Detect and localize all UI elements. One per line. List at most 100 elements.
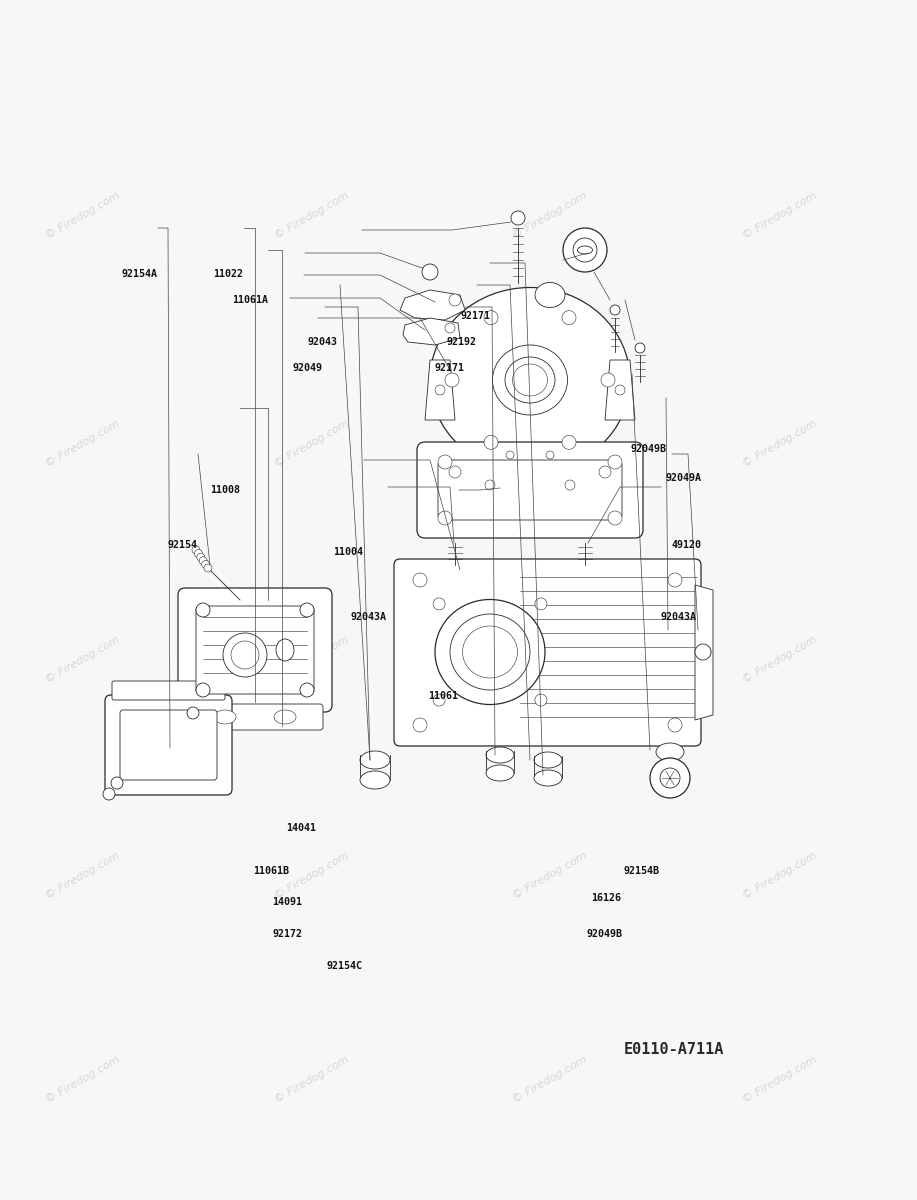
Text: © Firedog.com: © Firedog.com: [512, 1055, 589, 1105]
Text: E0110-A711A: E0110-A711A: [624, 1043, 724, 1057]
Polygon shape: [425, 360, 455, 420]
Circle shape: [192, 546, 200, 554]
Text: 14041: 14041: [286, 823, 316, 833]
Text: 92049B: 92049B: [587, 929, 623, 938]
Circle shape: [599, 466, 611, 478]
FancyBboxPatch shape: [178, 588, 332, 712]
Text: © Firedog.com: © Firedog.com: [741, 851, 818, 901]
Text: © Firedog.com: © Firedog.com: [741, 1055, 818, 1105]
Circle shape: [695, 644, 711, 660]
Ellipse shape: [435, 600, 545, 704]
Circle shape: [413, 572, 427, 587]
Circle shape: [449, 466, 461, 478]
Ellipse shape: [276, 638, 294, 661]
Circle shape: [535, 694, 547, 706]
Ellipse shape: [513, 364, 547, 396]
Text: 92171: 92171: [434, 364, 464, 373]
Ellipse shape: [486, 746, 514, 763]
Circle shape: [484, 311, 498, 325]
Text: 92154A: 92154A: [122, 269, 158, 278]
Text: © Firedog.com: © Firedog.com: [44, 635, 121, 685]
Ellipse shape: [535, 282, 565, 307]
Text: 92192: 92192: [447, 337, 477, 347]
Circle shape: [660, 768, 680, 788]
Text: 92154: 92154: [167, 540, 197, 550]
Circle shape: [202, 560, 210, 569]
Ellipse shape: [534, 770, 562, 786]
Text: © Firedog.com: © Firedog.com: [512, 635, 589, 685]
Circle shape: [433, 694, 445, 706]
FancyBboxPatch shape: [105, 695, 232, 794]
Ellipse shape: [274, 710, 296, 724]
Text: 11008: 11008: [210, 485, 240, 494]
Circle shape: [511, 211, 525, 226]
Text: 14091: 14091: [272, 898, 303, 907]
Circle shape: [438, 455, 452, 469]
Text: 92172: 92172: [272, 929, 303, 938]
Circle shape: [187, 707, 199, 719]
Text: 92171: 92171: [460, 311, 491, 320]
Circle shape: [300, 602, 314, 617]
Text: 11004: 11004: [333, 547, 363, 557]
Text: 92049: 92049: [293, 364, 323, 373]
Ellipse shape: [360, 770, 390, 790]
Circle shape: [194, 550, 203, 558]
Text: © Firedog.com: © Firedog.com: [741, 191, 818, 241]
Ellipse shape: [450, 614, 530, 690]
Circle shape: [111, 778, 123, 790]
Circle shape: [223, 634, 267, 677]
FancyBboxPatch shape: [112, 680, 225, 700]
Circle shape: [562, 436, 576, 449]
Circle shape: [506, 451, 514, 458]
Circle shape: [435, 385, 445, 395]
Circle shape: [197, 553, 204, 562]
Text: © Firedog.com: © Firedog.com: [273, 191, 350, 241]
Circle shape: [608, 511, 622, 526]
Circle shape: [562, 311, 576, 325]
Circle shape: [563, 228, 607, 272]
Circle shape: [535, 598, 547, 610]
Circle shape: [413, 718, 427, 732]
Circle shape: [615, 385, 625, 395]
Text: 92154B: 92154B: [624, 866, 659, 876]
Circle shape: [438, 511, 452, 526]
Circle shape: [196, 602, 210, 617]
Text: © Firedog.com: © Firedog.com: [273, 851, 350, 901]
Text: 92049B: 92049B: [631, 444, 667, 454]
Polygon shape: [420, 455, 640, 490]
FancyBboxPatch shape: [187, 704, 323, 730]
Circle shape: [196, 683, 210, 697]
Polygon shape: [605, 360, 635, 420]
Ellipse shape: [462, 626, 517, 678]
Circle shape: [103, 788, 115, 800]
Ellipse shape: [486, 766, 514, 781]
Text: 92043: 92043: [307, 337, 337, 347]
Text: © Firedog.com: © Firedog.com: [512, 851, 589, 901]
Text: © Firedog.com: © Firedog.com: [273, 635, 350, 685]
Text: © Firedog.com: © Firedog.com: [44, 851, 121, 901]
Circle shape: [485, 480, 495, 490]
Ellipse shape: [430, 288, 630, 473]
Circle shape: [650, 758, 690, 798]
Circle shape: [601, 373, 615, 386]
Text: © Firedog.com: © Firedog.com: [44, 419, 121, 469]
Text: © Firedog.com: © Firedog.com: [512, 191, 589, 241]
Circle shape: [445, 373, 459, 386]
Circle shape: [484, 436, 498, 449]
Circle shape: [668, 572, 682, 587]
Text: © Firedog.com: © Firedog.com: [273, 419, 350, 469]
FancyBboxPatch shape: [196, 606, 314, 694]
Text: 92049A: 92049A: [666, 473, 702, 482]
Circle shape: [231, 641, 259, 670]
Polygon shape: [695, 584, 713, 720]
Text: 11061: 11061: [428, 691, 458, 701]
Circle shape: [699, 646, 711, 658]
Ellipse shape: [578, 246, 592, 254]
Ellipse shape: [214, 710, 236, 724]
Polygon shape: [403, 318, 460, 346]
Circle shape: [300, 683, 314, 697]
Text: 11061A: 11061A: [232, 295, 268, 305]
Text: © Firedog.com: © Firedog.com: [512, 419, 589, 469]
Ellipse shape: [534, 752, 562, 768]
Text: © Firedog.com: © Firedog.com: [44, 1055, 121, 1105]
